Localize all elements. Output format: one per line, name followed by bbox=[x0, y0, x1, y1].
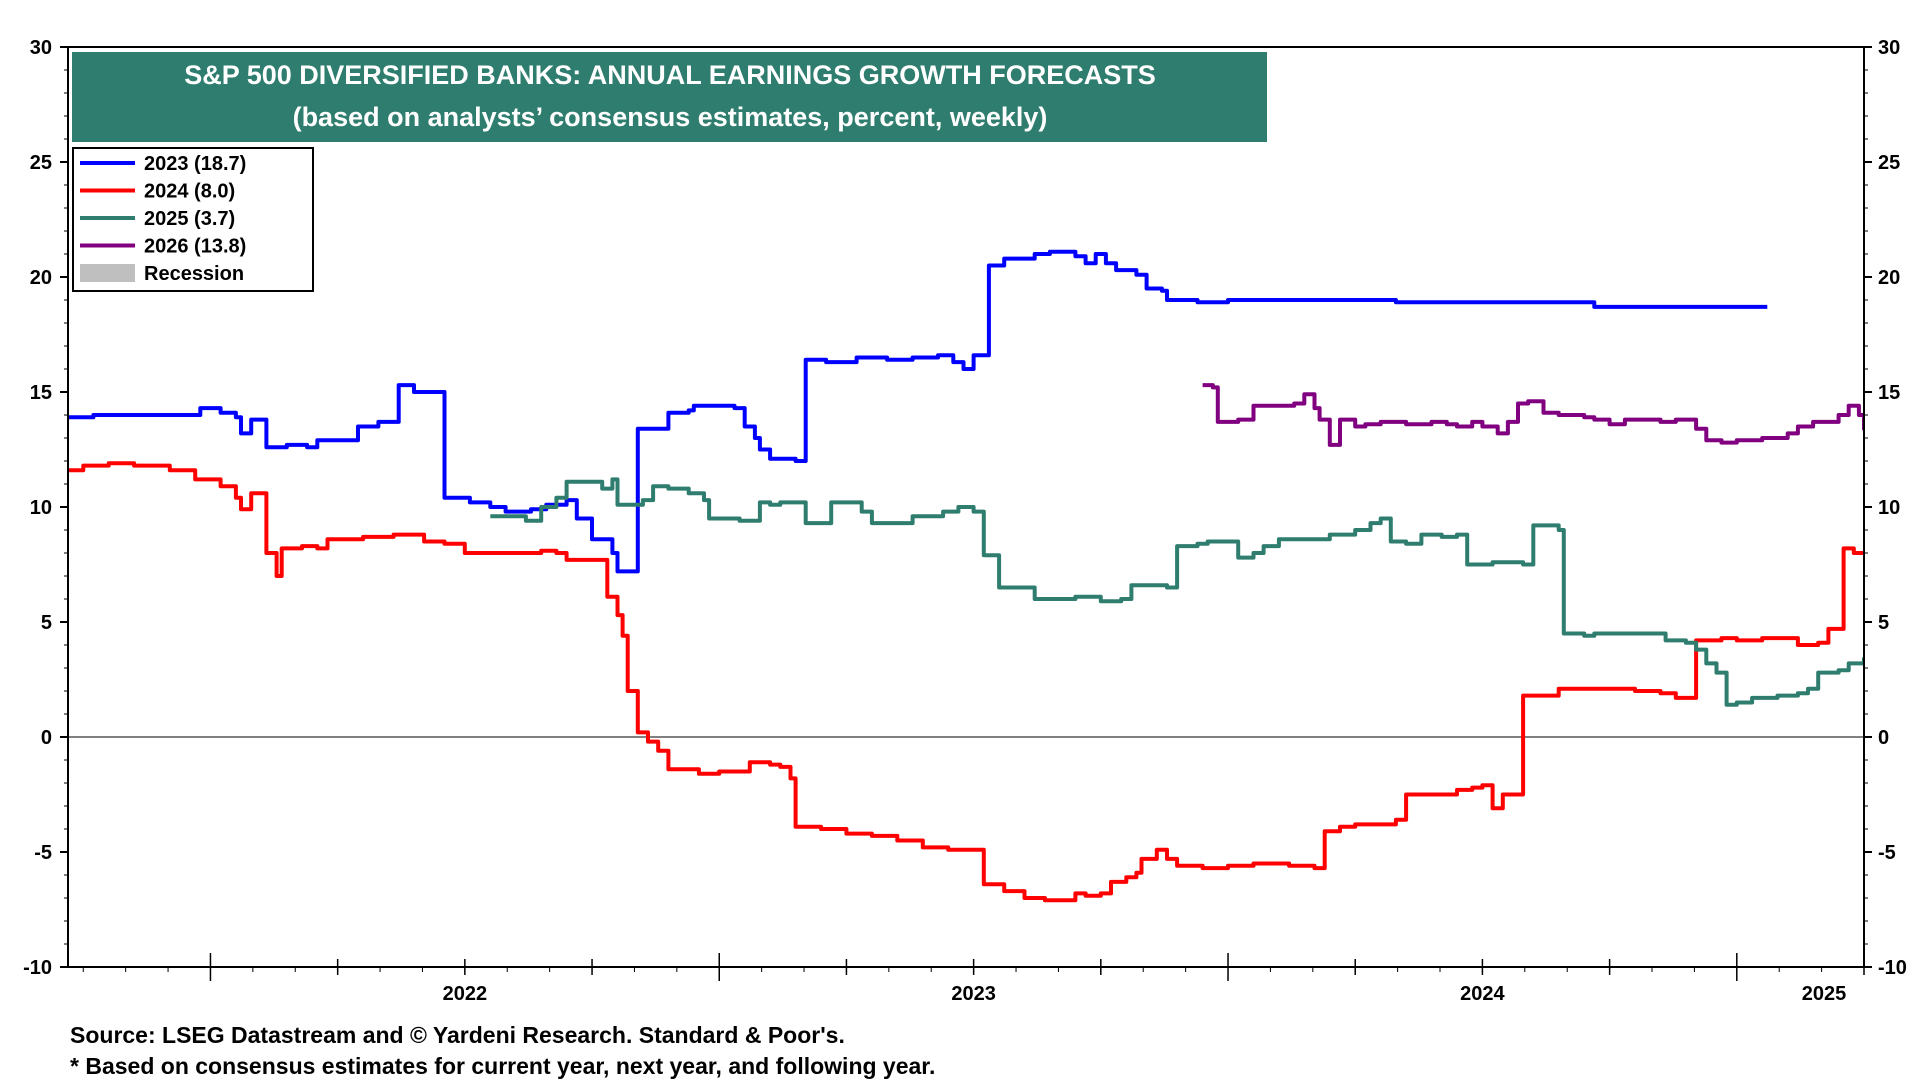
y-tick-label-right: 25 bbox=[1878, 152, 1900, 174]
y-tick-label-left: -5 bbox=[34, 842, 52, 864]
y-tick-label-right: -10 bbox=[1878, 957, 1907, 979]
source-footnote: Source: LSEG Datastream and © Yardeni Re… bbox=[70, 1022, 845, 1048]
y-tick-label-right: 5 bbox=[1878, 612, 1889, 634]
x-tick-label: 2024 bbox=[1460, 983, 1505, 1005]
y-tick-label-left: 20 bbox=[30, 267, 52, 289]
chart-subtitle: (based on analysts’ consensus estimates,… bbox=[293, 102, 1048, 132]
estimates-footnote: * Based on consensus estimates for curre… bbox=[70, 1053, 936, 1079]
title-box bbox=[72, 52, 1267, 142]
y-tick-label-left: 0 bbox=[41, 727, 52, 749]
y-tick-label-left: 5 bbox=[41, 612, 52, 634]
y-tick-label-left: 10 bbox=[30, 497, 52, 519]
x-tick-label: 2022 bbox=[443, 983, 488, 1005]
chart-title: S&P 500 DIVERSIFIED BANKS: ANNUAL EARNIN… bbox=[184, 60, 1156, 90]
x-tick-label: 2025 bbox=[1802, 983, 1847, 1005]
legend-label: 2024 (8.0) bbox=[144, 181, 235, 203]
y-tick-label-right: 10 bbox=[1878, 497, 1900, 519]
y-tick-label-left: 25 bbox=[30, 152, 52, 174]
series-line-2024 bbox=[68, 461, 1864, 903]
y-tick-label-right: 15 bbox=[1878, 382, 1900, 404]
y-tick-label-left: 15 bbox=[30, 382, 52, 404]
y-tick-label-right: 0 bbox=[1878, 727, 1889, 749]
series-line-2025 bbox=[490, 477, 1864, 707]
x-tick-label: 2023 bbox=[951, 983, 996, 1005]
plot-frame bbox=[67, 46, 1865, 968]
y-tick-label-left: 30 bbox=[30, 37, 52, 59]
y-tick-label-left: -10 bbox=[23, 957, 52, 979]
legend-label-recession: Recession bbox=[144, 263, 244, 285]
legend-label: 2023 (18.7) bbox=[144, 153, 246, 175]
series-line-2023 bbox=[68, 249, 1768, 574]
y-tick-label-right: 20 bbox=[1878, 267, 1900, 289]
legend-label: 2026 (13.8) bbox=[144, 236, 246, 258]
legend-label: 2025 (3.7) bbox=[144, 208, 235, 230]
legend-swatch-recession bbox=[80, 264, 135, 282]
y-tick-label-right: -5 bbox=[1878, 842, 1896, 864]
series-line-2026 bbox=[1202, 383, 1864, 447]
y-tick-label-right: 30 bbox=[1878, 37, 1900, 59]
